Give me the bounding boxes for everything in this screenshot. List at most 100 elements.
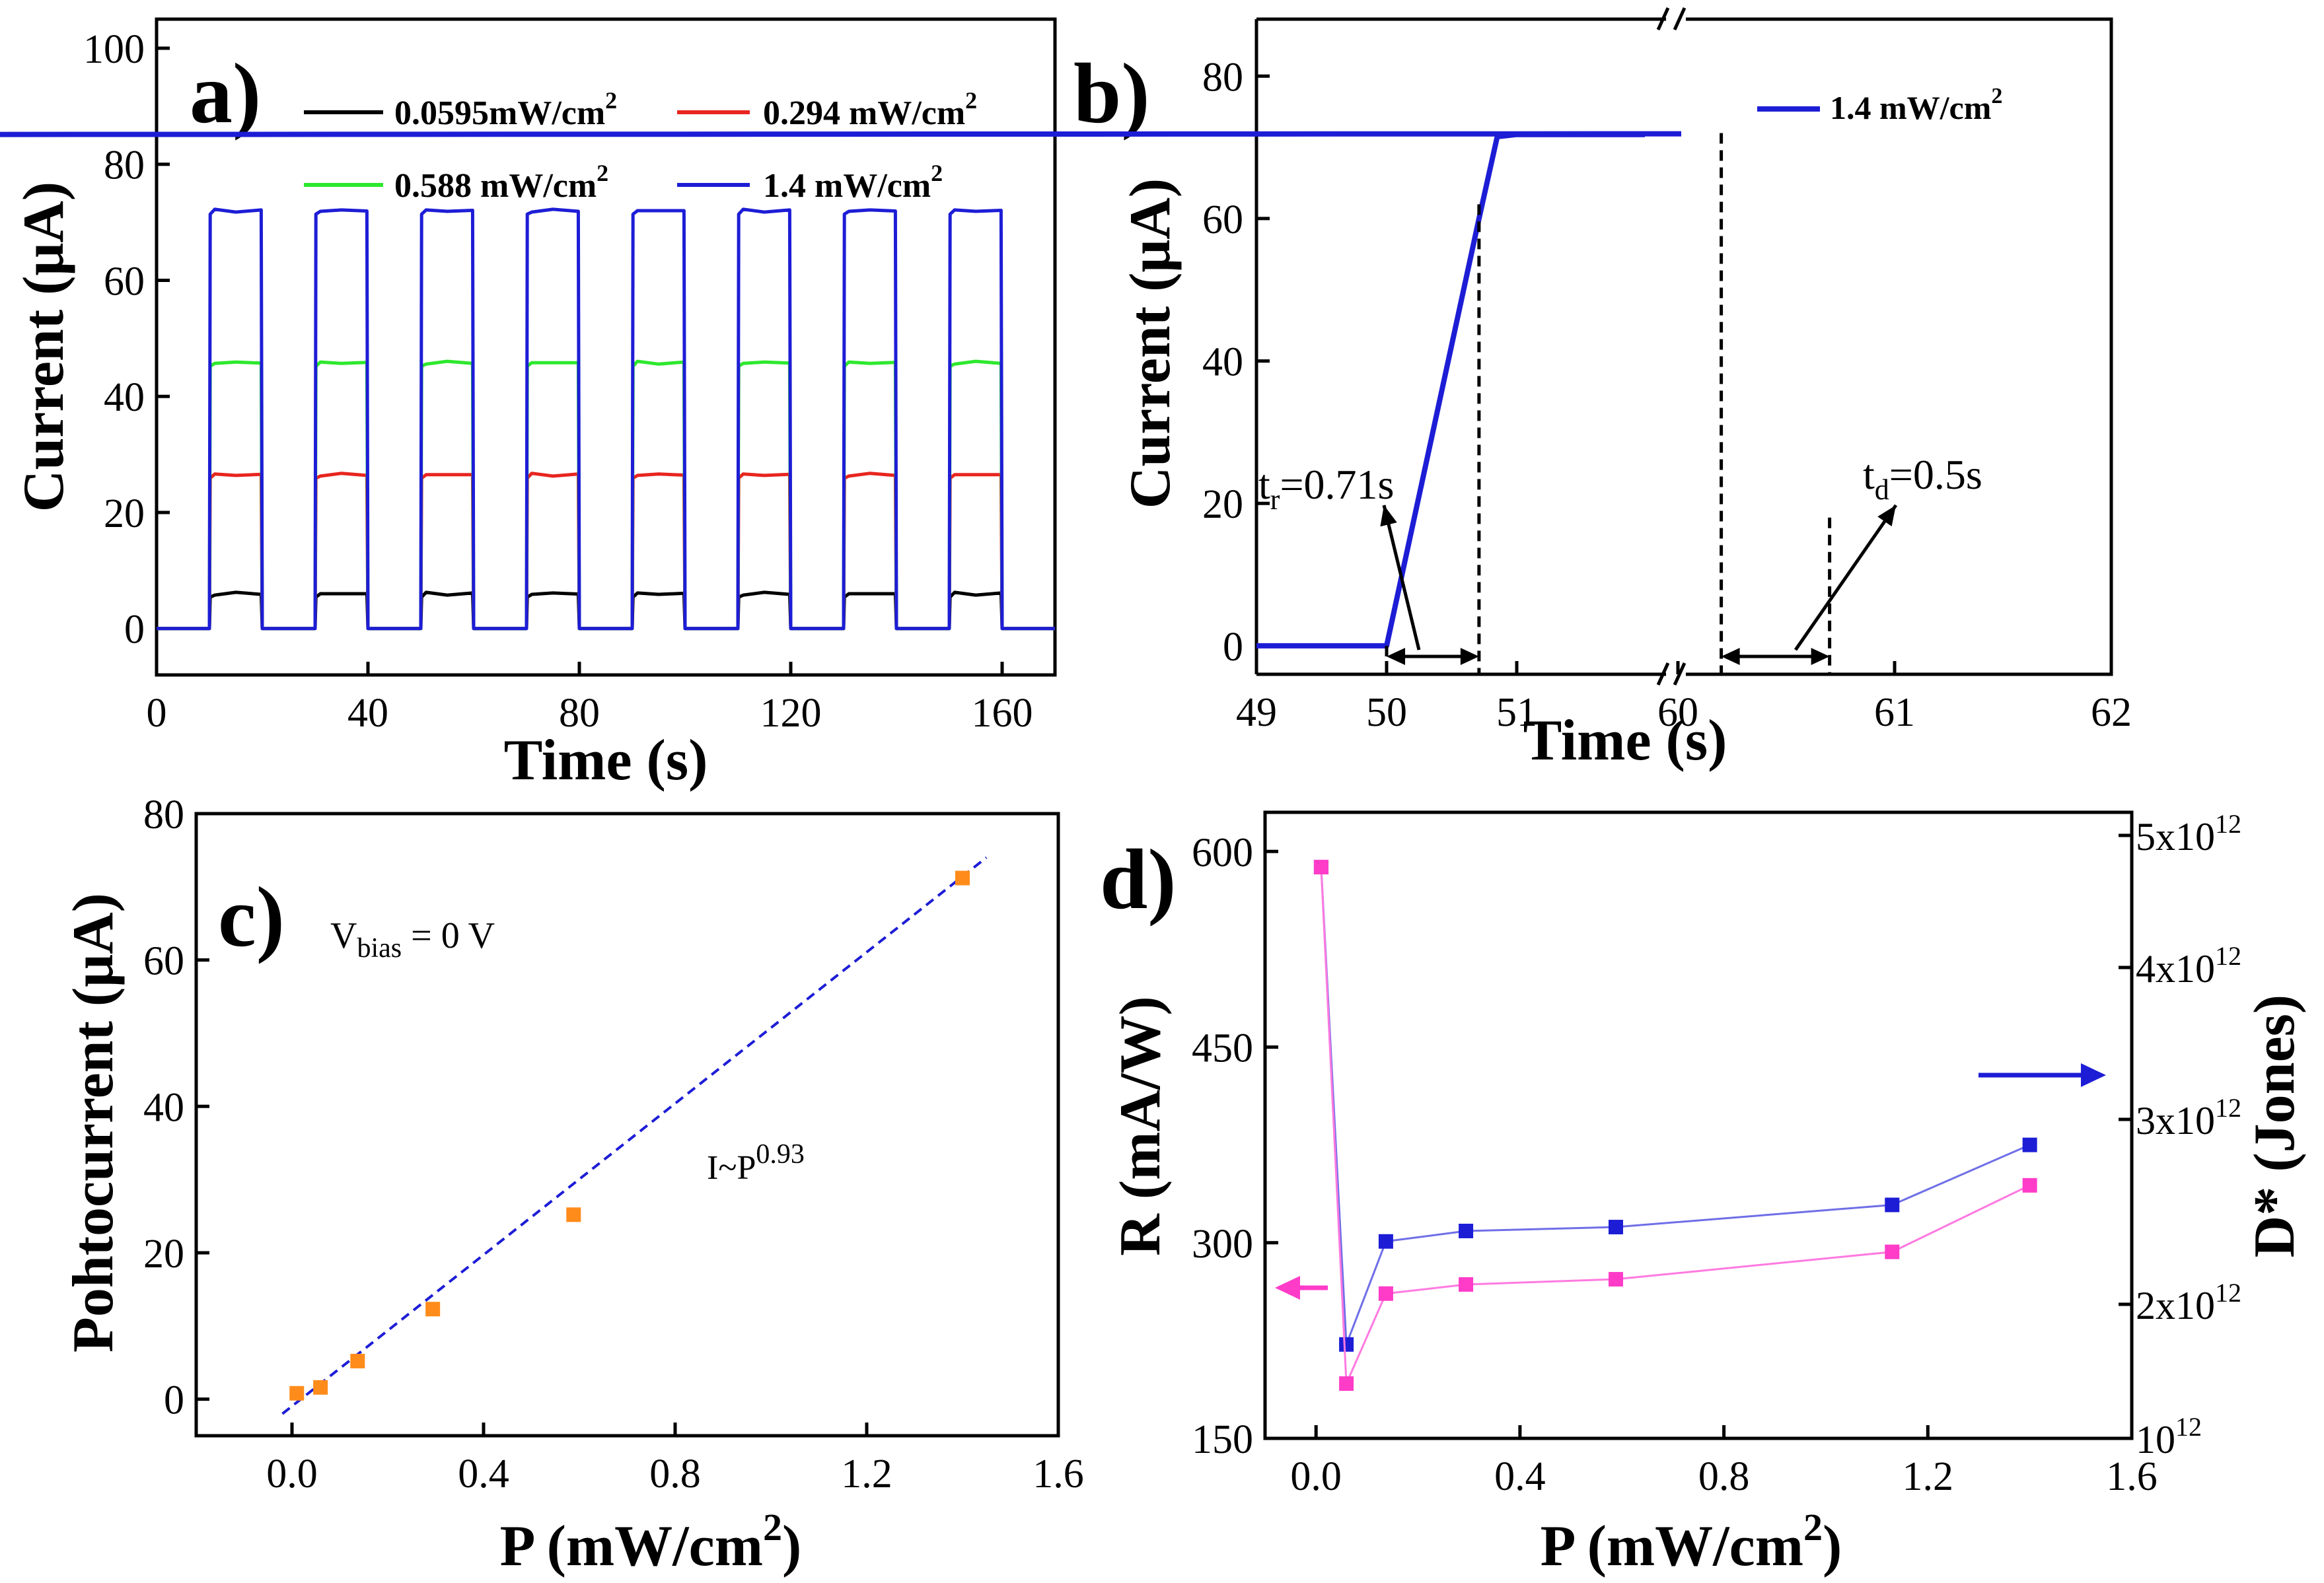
data-point (313, 1380, 328, 1395)
data-point (425, 1302, 441, 1317)
panel-d-ylabel-left: R (mA/W) (1108, 996, 1173, 1255)
x-tick-label: 0 (147, 691, 167, 736)
panel-a-xlabel: Time (s) (504, 728, 708, 792)
series-line-blue-right (0, 131, 1682, 137)
y-tick-label: 100 (83, 27, 145, 72)
y-tick-label-right: 4x1012 (2136, 941, 2241, 991)
data-point (350, 1353, 365, 1368)
y-tick-label: 20 (143, 1232, 184, 1277)
series-line-black (157, 590, 1055, 631)
panel-a: a) 0 40 80 120 160 0 20 40 60 80 100 0.0595mW/cm2 … (12, 17, 1057, 792)
y-tick-label-left: 300 (1192, 1222, 1253, 1267)
x-tick-label: 1.6 (2106, 1454, 2158, 1499)
rise-pointer-arrow (1382, 505, 1421, 651)
panel-d-series (1313, 859, 2037, 1391)
x-tick-label: 49 (1236, 690, 1277, 735)
panel-b-axis-break (1656, 7, 1687, 686)
panel-c-frame (194, 812, 1060, 1438)
x-tick-label: 61 (1874, 690, 1915, 735)
data-point-blue (1378, 1234, 1393, 1249)
x-tick-label: 40 (347, 691, 388, 736)
panel-d-ticks: 0.0 0.4 0.8 1.2 1.6 150 300 450 600 1012 2x1012 3x1… (1192, 809, 2241, 1499)
legend-label-1: 0.294 mW/cm2 (763, 87, 977, 132)
legend-label-0: 0.0595mW/cm2 (394, 87, 617, 132)
x-tick-label: 62 (2091, 690, 2132, 735)
data-point-blue (1608, 1220, 1623, 1235)
panel-d-label: d) (1100, 832, 1177, 927)
rise-pointer-arrow-head (1380, 505, 1397, 527)
decay-pointer-arrow-head (1877, 505, 1896, 527)
y-tick-label: 40 (143, 1085, 184, 1130)
y-tick-label-left: 600 (1192, 830, 1253, 875)
rise-interval-arrow-head-r (1460, 648, 1479, 666)
y-tick-label: 60 (143, 939, 184, 984)
x-tick-label: 0.8 (1698, 1454, 1750, 1499)
x-tick-label: 51 (1496, 690, 1537, 735)
panel-d-frame (1263, 810, 2134, 1440)
y-tick-label: 60 (104, 259, 145, 304)
data-point (955, 870, 970, 886)
panel-d: d) 0.0 0.4 0.8 1.2 1.6 150 300 450 600 1012 2x1012… (1100, 809, 2307, 1578)
x-tick-label: 80 (559, 691, 600, 736)
bias-note: Vbias = 0 V (330, 915, 495, 964)
panel-b-annotations: tr=0.71s td=0.5s (1258, 133, 1982, 674)
panel-b-legend: 1.4 mW/cm2 (1757, 84, 2002, 126)
y-tick-label: 0 (164, 1378, 184, 1423)
y-tick-label: 20 (1202, 482, 1243, 527)
y-tick-label: 80 (143, 792, 184, 837)
x-tick-label: 120 (760, 691, 822, 736)
panel-d-xlabel: P (mW/cm2) (1541, 1506, 1842, 1578)
decay-interval-arrow-head-r (1811, 648, 1830, 666)
series-line-red (157, 472, 1055, 631)
right-axis-arrowhead (2081, 1063, 2106, 1087)
data-point-blue (1339, 1337, 1354, 1352)
legend-label-2: 0.588 mW/cm2 (394, 160, 608, 205)
x-tick-label: 1.2 (841, 1452, 892, 1496)
legend-label-3: 1.4 mW/cm2 (763, 160, 943, 205)
panel-a-ylabel: Current (μA) (12, 182, 76, 512)
x-tick-label: 0.4 (1494, 1454, 1546, 1499)
panel-d-axis-arrows (1275, 1063, 2106, 1300)
y-tick-label: 20 (104, 491, 145, 536)
x-tick-label: 50 (1366, 690, 1407, 735)
panel-c-xlabel: P (mW/cm2) (500, 1506, 802, 1578)
y-tick-label: 40 (104, 375, 145, 420)
data-point-blue (1459, 1223, 1474, 1238)
rise-time-label: tr=0.71s (1258, 461, 1394, 516)
series-line-blue (157, 207, 1055, 631)
x-tick-label: 1.6 (1033, 1452, 1084, 1496)
series-line-green (157, 359, 1055, 631)
y-tick-label-right: 2x1012 (2136, 1278, 2241, 1327)
fit-label: I~P0.93 (707, 1139, 805, 1187)
data-point (566, 1207, 581, 1222)
y-tick-label-right: 5x1012 (2136, 809, 2241, 859)
panel-b-ylabel: Current (μA) (1118, 178, 1182, 509)
data-point-magenta (1885, 1244, 1900, 1259)
panel-b: b) 49 50 51 60 61 62 0 20 40 60 80 1.4 mW/cm2 tr=0… (0, 7, 2132, 773)
panel-a-label: a) (190, 46, 261, 141)
panel-a-series (157, 207, 1055, 631)
panel-b-frame (1256, 17, 2113, 676)
data-point-magenta (1339, 1376, 1354, 1391)
decay-pointer-arrow (1794, 504, 1898, 651)
panel-c-series (281, 856, 988, 1415)
x-tick-label: 0.0 (1290, 1454, 1342, 1499)
data-point-magenta (1608, 1272, 1623, 1287)
decay-interval-arrow-head-l (1721, 648, 1740, 666)
x-tick-label: 160 (972, 691, 1033, 736)
panel-c-ylabel: Pohtocurrent (μA) (61, 893, 126, 1353)
fit-line (281, 856, 988, 1415)
panel-c-label: c) (218, 870, 285, 965)
legend-label-b: 1.4 mW/cm2 (1830, 84, 2002, 126)
y-tick-label: 40 (1202, 340, 1243, 385)
x-tick-label: 0.8 (649, 1452, 701, 1496)
left-axis-arrowhead (1275, 1276, 1300, 1300)
panel-d-ylabel-right: D* (Jones) (2243, 995, 2307, 1257)
y-tick-label-left: 150 (1192, 1417, 1253, 1462)
y-tick-label: 60 (1202, 197, 1243, 242)
x-tick-label: 0.4 (458, 1452, 509, 1496)
data-point-magenta (1378, 1286, 1393, 1301)
panel-a-legend: 0.0595mW/cm2 0.294 mW/cm2 0.588 mW/cm2 1… (304, 87, 977, 205)
panel-b-series (0, 131, 1682, 649)
